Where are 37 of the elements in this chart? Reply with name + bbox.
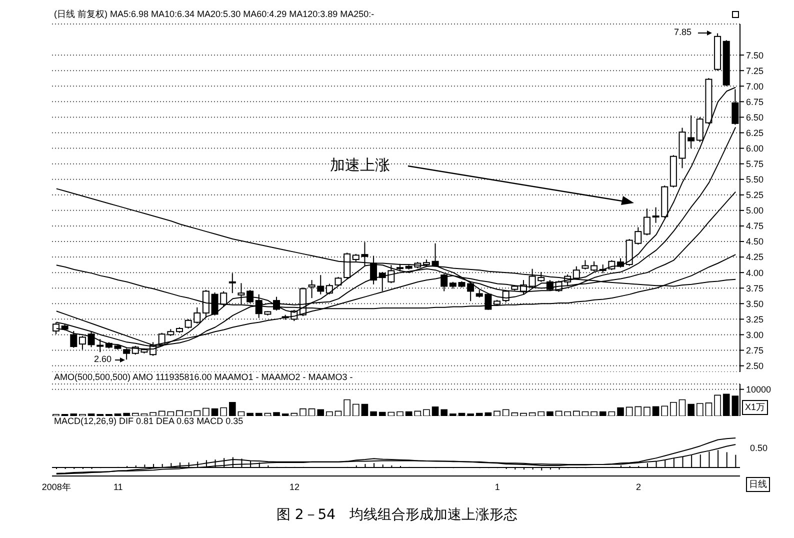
x-tick-label: 11 [113, 482, 123, 492]
annotation: 2.60 [94, 354, 112, 364]
y-tick-label: 3.25 [746, 314, 764, 324]
y-tick-label: 3.50 [746, 298, 764, 309]
y-tick-label: 3.00 [746, 330, 764, 340]
y-tick-label: 7.00 [746, 81, 764, 92]
annotation: 加速上涨 [330, 156, 390, 175]
y-tick-label: 5.50 [746, 174, 764, 185]
caption: 图 2－54 均线组合形成加速上涨形态 [275, 506, 519, 524]
text: 0.50 [750, 443, 768, 453]
x-tick-label: 2008年 [42, 482, 71, 492]
y-tick-label: 5.00 [746, 206, 764, 216]
y-tick-label: 6.50 [746, 112, 764, 122]
y-tick-label: 5.75 [746, 159, 764, 170]
y-tick-label: 4.25 [746, 252, 764, 262]
y-tick-label: 7.25 [746, 66, 764, 76]
x-tick-label: 12 [290, 482, 300, 492]
y-tick-label: 6.75 [746, 96, 764, 107]
y-tick-label: 4.50 [746, 236, 764, 247]
chart-title: AMO(500,500,500) AMO 111935816.00 MAAMO1 - MAAMO2 - MAAMO3 - [54, 372, 353, 382]
y-tick-label: 6.00 [746, 143, 764, 154]
x-tick-label: 1 [494, 482, 500, 492]
chart-title: (日线 前复权) MA5:6.98 MA10:6.34 MA20:5.30 MA60:4.29 MA120:3.89 MA250:- [54, 8, 374, 21]
annotation: 7.85 [674, 27, 692, 37]
y-tick-label: 4.00 [746, 268, 764, 278]
chart-title: MACD(12,26,9) DIF 0.81 DEA 0.63 MACD 0.35 [54, 416, 244, 426]
y-tick-label: 7.50 [746, 50, 764, 60]
y-tick-label: 10000 [746, 384, 772, 395]
y-tick-label: 5.25 [746, 190, 764, 200]
y-tick-label: 2.75 [746, 345, 764, 356]
y-axis-title: X1万 [742, 400, 768, 415]
x-axis-title: 日线 [746, 477, 770, 492]
x-tick-label: 2 [636, 482, 642, 492]
y-tick-label: 3.75 [746, 283, 764, 294]
y-tick-label: 4.75 [746, 221, 764, 232]
y-tick-label: 6.25 [746, 128, 764, 138]
y-tick-label: 2.50 [746, 360, 764, 371]
